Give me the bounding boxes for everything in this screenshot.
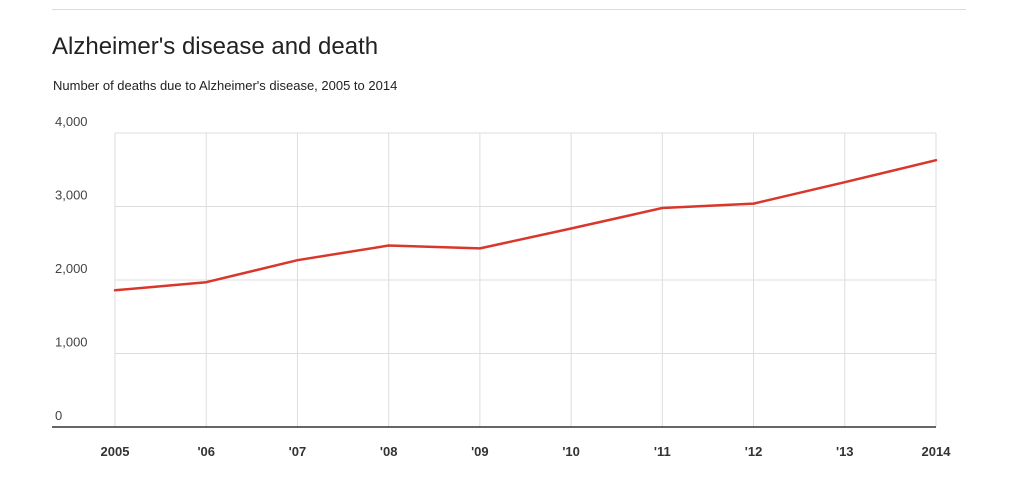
y-tick-label: 2,000 (55, 261, 88, 276)
top-divider (52, 9, 966, 10)
x-tick-label: '10 (562, 444, 580, 459)
x-tick-label: '12 (745, 444, 763, 459)
y-tick-label: 3,000 (55, 188, 88, 203)
x-tick-label: '13 (836, 444, 854, 459)
y-tick-label: 0 (55, 408, 62, 423)
y-tick-label: 1,000 (55, 335, 88, 350)
y-axis-ticks: 0 1,000 2,000 3,000 4,000 (55, 114, 88, 423)
x-tick-label: 2005 (101, 444, 130, 459)
x-tick-label: '06 (197, 444, 215, 459)
chart-subtitle: Number of deaths due to Alzheimer's dise… (53, 78, 398, 93)
x-tick-label: 2014 (922, 444, 952, 459)
x-tick-label: '07 (289, 444, 307, 459)
x-tick-label: '08 (380, 444, 398, 459)
x-tick-label: '11 (654, 444, 671, 459)
series-layer (113, 158, 938, 292)
series-line (113, 158, 938, 292)
x-tick-label: '09 (471, 444, 489, 459)
y-tick-label: 4,000 (55, 114, 88, 129)
chart-title: Alzheimer's disease and death (52, 33, 379, 60)
gridlines (52, 132, 937, 428)
x-axis-ticks: 2005 '06 '07 '08 '09 '10 '11 '12 '13 2014 (101, 444, 952, 459)
